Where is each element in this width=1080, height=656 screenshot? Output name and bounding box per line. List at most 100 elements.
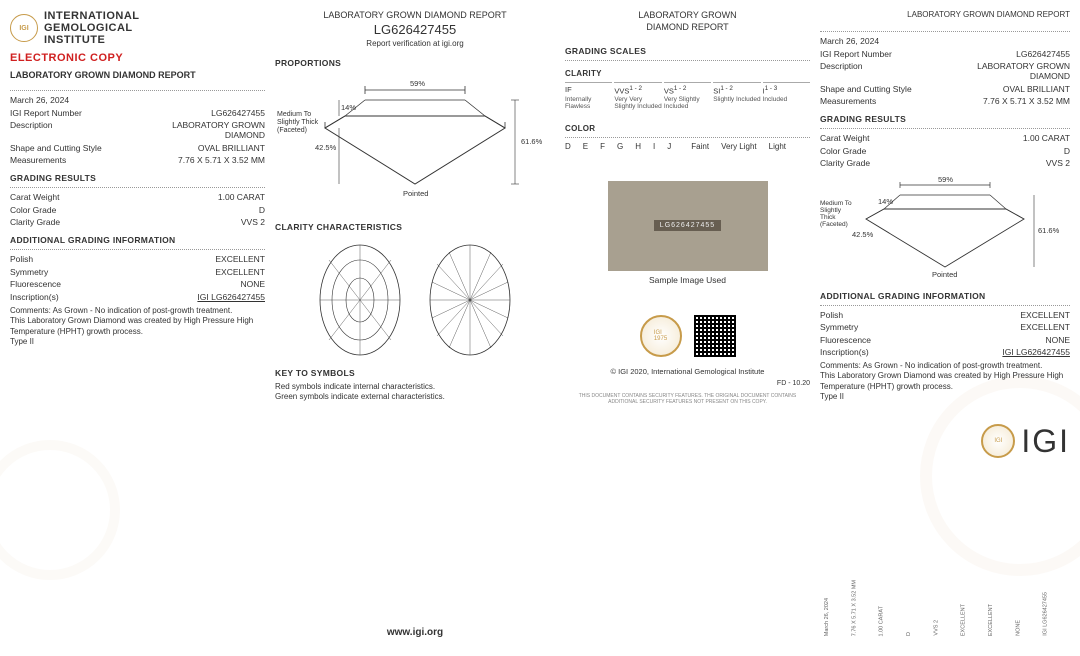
- cl5: I: [653, 142, 655, 151]
- clarity-g0: IF: [565, 85, 572, 94]
- p4-carat-value: 1.00 CARAT: [1023, 133, 1070, 143]
- p4-shape-label: Shape and Cutting Style: [820, 84, 912, 94]
- clarity-desc-row: Internally Flawless Very Very Slightly I…: [565, 96, 810, 110]
- svg-text:61.6%: 61.6%: [1038, 226, 1060, 235]
- p4-grading-results-title: GRADING RESULTS: [820, 114, 1070, 124]
- org-line3: INSTITUTE: [44, 34, 140, 46]
- symmetry-label: Symmetry: [10, 267, 48, 277]
- clarity-grade-value: VVS 2: [241, 217, 265, 227]
- clarity-d4: Included: [763, 96, 810, 110]
- panel-proportions: LABORATORY GROWN DIAMOND REPORT LG626427…: [275, 10, 555, 646]
- table-pct: 59%: [410, 79, 425, 88]
- sample-caption: Sample Image Used: [565, 275, 810, 285]
- sw-clarity: VVS 2: [933, 546, 956, 636]
- sw-carat: 1.00 CARAT: [879, 546, 902, 636]
- carat-value: 1.00 CARAT: [218, 192, 265, 202]
- org-line1: INTERNATIONAL: [44, 10, 140, 22]
- p2-report-title: LABORATORY GROWN DIAMOND REPORT: [275, 10, 555, 20]
- electronic-copy-label: ELECTRONIC COPY: [10, 52, 265, 64]
- culet-label: Pointed: [403, 189, 428, 198]
- cw0: Faint: [691, 142, 709, 151]
- cl3: G: [617, 142, 623, 151]
- clarity-ovals: [275, 240, 555, 360]
- clarity-s3: 1 - 2: [720, 85, 733, 92]
- cl0: D: [565, 142, 571, 151]
- disclaimer-text: THIS DOCUMENT CONTAINS SECURITY FEATURES…: [565, 393, 810, 405]
- seal-row: IGI1975: [565, 315, 810, 357]
- p4-measurements-label: Measurements: [820, 96, 876, 106]
- footer-url: www.igi.org: [275, 627, 555, 638]
- sw-polish: EXCELLENT: [961, 546, 984, 636]
- inscription-value: IGI LG626427455: [197, 292, 265, 302]
- clarity-scale-title: CLARITY: [565, 69, 810, 78]
- report-title: LABORATORY GROWN DIAMOND REPORT: [10, 70, 265, 80]
- p3-title-b: DIAMOND REPORT: [565, 22, 810, 32]
- clarity-g1: VVS: [614, 87, 629, 96]
- grading-scales-title: GRADING SCALES: [565, 46, 810, 56]
- p4-clarity-label: Clarity Grade: [820, 158, 870, 168]
- copyright-text: © IGI 2020, International Gemological In…: [565, 367, 810, 376]
- panel-scales: LABORATORY GROWN DIAMOND REPORT GRADING …: [565, 10, 810, 646]
- p4-description-value: LABORATORY GROWN DIAMOND: [950, 61, 1070, 81]
- carat-label: Carat Weight: [10, 192, 59, 202]
- fluorescence-value: NONE: [240, 279, 265, 289]
- key-red-text: Red symbols indicate internal characteri…: [275, 382, 555, 392]
- key-green-text: Green symbols indicate external characte…: [275, 392, 555, 402]
- key-title: KEY TO SYMBOLS: [275, 368, 555, 378]
- p4-measurements-value: 7.76 X 5.71 X 3.52 MM: [983, 96, 1070, 106]
- polish-label: Polish: [10, 254, 33, 264]
- p4-color-label: Color Grade: [820, 146, 866, 156]
- clarity-grades-row: IF VVS1 - 2 VS1 - 2 SI1 - 2 I1 - 3: [565, 82, 810, 96]
- clarity-grade-label: Clarity Grade: [10, 217, 60, 227]
- depth-pct: 61.6%: [521, 137, 543, 146]
- oval-bottom-icon: [425, 240, 515, 360]
- cl1: E: [583, 142, 588, 151]
- igi-seal-icon: IGI1975: [640, 315, 682, 357]
- fd-code: FD - 10.20: [565, 380, 810, 387]
- sw-color: D: [906, 546, 929, 636]
- fluorescence-label: Fluorescence: [10, 279, 61, 289]
- sw-insc: IGI LG626427455: [1043, 546, 1066, 636]
- p2-verification: Report verification at igi.org: [275, 39, 555, 48]
- p4-polish-value: EXCELLENT: [1020, 310, 1070, 320]
- description-value: LABORATORY GROWN DIAMOND: [135, 120, 265, 140]
- proportions-title: PROPORTIONS: [275, 58, 555, 68]
- qr-code-icon: [694, 315, 736, 357]
- color-grade-label: Color Grade: [10, 205, 56, 215]
- shape-label: Shape and Cutting Style: [10, 143, 102, 153]
- additional-title: ADDITIONAL GRADING INFORMATION: [10, 235, 265, 245]
- grading-results-title: GRADING RESULTS: [10, 173, 265, 183]
- p4-symmetry-label: Symmetry: [820, 322, 858, 332]
- sw-meas: 7.76 X 5.71 X 3.52 MM: [851, 546, 874, 636]
- p4-report-title: LABORATORY GROWN DIAMOND REPORT: [820, 10, 1070, 19]
- svg-text:14%: 14%: [878, 197, 893, 206]
- clarity-g2: VS: [664, 87, 674, 96]
- clarity-d3: Slightly Included: [713, 96, 760, 110]
- p4-report-number-value: LG626427455: [1016, 49, 1070, 59]
- p4-comments: Comments: As Grown - No indication of po…: [820, 361, 1070, 403]
- measurements-value: 7.76 X 5.71 X 3.52 MM: [178, 155, 265, 165]
- pavilion-pct: 42.5%: [315, 143, 337, 152]
- panel-left: IGI INTERNATIONAL GEMOLOGICAL INSTITUTE …: [10, 10, 265, 646]
- symmetry-value: EXCELLENT: [215, 267, 265, 277]
- p4-fluorescence-label: Fluorescence: [820, 335, 871, 345]
- report-number-label: IGI Report Number: [10, 108, 82, 118]
- svg-text:Medium To Slightly: Medium To Slightly Thick (Faceted): [820, 200, 853, 228]
- oval-top-icon: [315, 240, 405, 360]
- p4-polish-label: Polish: [820, 310, 843, 320]
- clarity-d1: Very Very Slightly Included: [614, 96, 661, 110]
- p4-carat-label: Carat Weight: [820, 133, 869, 143]
- p4-shape-value: OVAL BRILLIANT: [1003, 84, 1070, 94]
- sw-fluo: NONE: [1015, 546, 1038, 636]
- p3-title-a: LABORATORY GROWN: [565, 10, 810, 20]
- p4-description-label: Description: [820, 61, 863, 81]
- p4-clarity-value: VVS 2: [1046, 158, 1070, 168]
- svg-text:59%: 59%: [938, 175, 953, 184]
- igi-text: IGI: [1021, 423, 1070, 460]
- svg-text:42.5%: 42.5%: [852, 230, 874, 239]
- clarity-s4: 1 - 3: [765, 85, 778, 92]
- color-grade-value: D: [259, 205, 265, 215]
- inscription-label: Inscription(s): [10, 292, 59, 302]
- sw-sym: EXCELLENT: [988, 546, 1011, 636]
- svg-text:Pointed: Pointed: [932, 270, 957, 279]
